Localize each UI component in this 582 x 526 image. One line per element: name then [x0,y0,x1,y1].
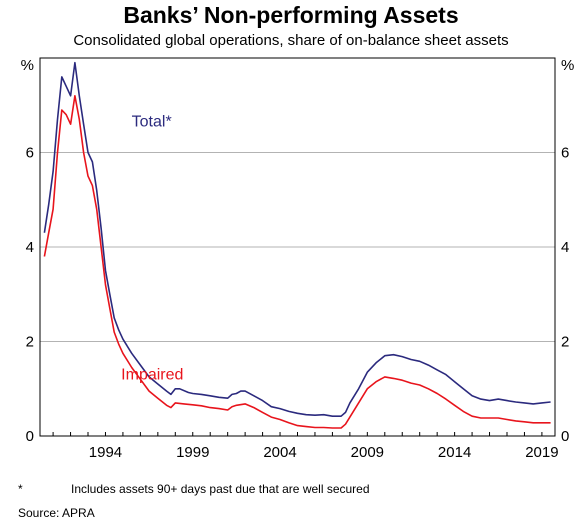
y-tick-label-right: 4 [561,239,569,256]
y-tick-label-right: 2 [561,334,569,351]
x-tick-label: 1999 [176,444,209,461]
y-tick-label-right: 6 [561,145,569,162]
y-unit-right: % [561,57,574,74]
x-tick-label: 1994 [89,444,122,461]
y-tick-label-left: 2 [26,334,34,351]
x-tick-label: 2014 [438,444,471,461]
x-tick-label: 2009 [351,444,384,461]
y-tick-label-left: 4 [26,239,34,256]
chart-title: Banks’ Non-performing Assets [123,2,459,28]
source-note: Source: APRA [18,506,95,520]
series-line-total [43,61,551,417]
x-tick-label: 2019 [525,444,558,461]
series-label: Impaired [121,366,183,383]
footnote-text: Includes assets 90+ days past due that a… [71,482,370,496]
y-tick-label-left: 0 [26,428,34,445]
series-line-impaired [43,95,551,429]
chart-subtitle: Consolidated global operations, share of… [73,32,509,49]
y-tick-label-left: 6 [26,145,34,162]
x-tick-label: 2004 [263,444,296,461]
footnote-marker: * [18,482,23,496]
series-label: Total* [132,114,172,131]
y-unit-left: % [21,57,34,74]
y-tick-label-right: 0 [561,428,569,445]
